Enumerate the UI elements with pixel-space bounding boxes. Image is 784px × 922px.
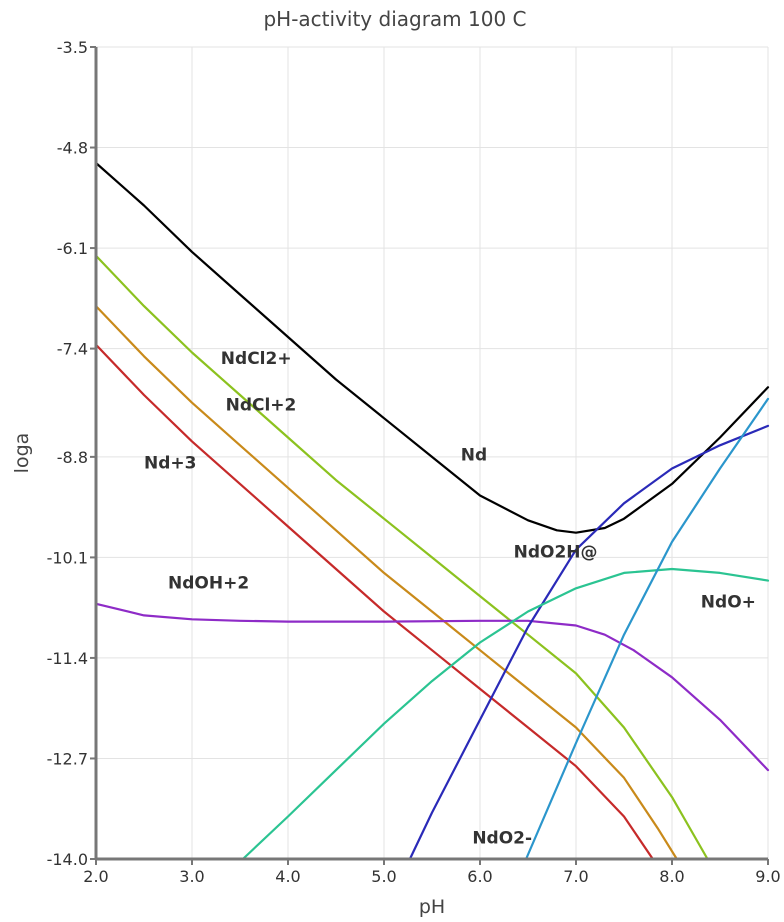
x-axis-label: pH	[419, 896, 445, 918]
y-tick-label: -8.8	[57, 448, 88, 467]
chart-title: pH-activity diagram 100 C	[263, 7, 526, 31]
y-tick-label: -12.7	[47, 749, 88, 768]
y-tick-label: -14.0	[47, 850, 88, 869]
x-tick-label: 7.0	[563, 867, 588, 886]
series-line-ndcl2-	[94, 254, 709, 861]
series-line-ndo2h-	[408, 424, 770, 861]
series-label: NdO2H@	[514, 542, 598, 562]
series-group	[94, 161, 770, 861]
ticks: 2.0 3.0 4.0 5.0 6.0 7.0 8.0 9.0 -14.0 -12.7 -11.4 -…	[47, 38, 781, 886]
series-label: NdOH+2	[168, 573, 249, 593]
grid	[95, 46, 769, 860]
series-label: NdCl2+	[221, 349, 292, 369]
series-line-nd-3	[94, 343, 654, 861]
series-line-ndcl-2	[94, 305, 678, 861]
y-tick-label: -7.4	[57, 340, 88, 359]
y-tick-label: -11.4	[47, 649, 88, 668]
x-tick-label: 5.0	[371, 867, 396, 886]
y-tick-label: -4.8	[57, 139, 88, 158]
x-tick-label: 6.0	[467, 867, 492, 886]
series-label: NdO2-	[472, 829, 532, 849]
y-tick-label: -6.1	[57, 239, 88, 258]
x-tick-label: 3.0	[179, 867, 204, 886]
x-tick-label: 4.0	[275, 867, 300, 886]
series-labels: Nd NdCl2+ NdCl+2 Nd+3 NdOH+2 NdO2H@ NdO+ NdO2-	[144, 349, 756, 848]
series-label: Nd	[461, 446, 487, 466]
series-line-ndo2-	[525, 397, 770, 861]
series-label: NdCl+2	[226, 395, 297, 415]
y-tick-label: -3.5	[57, 38, 88, 57]
x-tick-label: 9.0	[755, 867, 780, 886]
axes	[94, 47, 768, 861]
series-line-nd	[94, 161, 770, 534]
series-line-ndoh-2	[94, 602, 770, 772]
x-tick-label: 8.0	[659, 867, 684, 886]
y-axis-label: loga	[11, 433, 33, 474]
x-tick-label: 2.0	[83, 867, 108, 886]
y-tick-label: -10.1	[47, 548, 88, 567]
series-label: NdO+	[701, 593, 756, 613]
series-line-ndo-	[241, 567, 770, 861]
series-label: Nd+3	[144, 453, 196, 473]
